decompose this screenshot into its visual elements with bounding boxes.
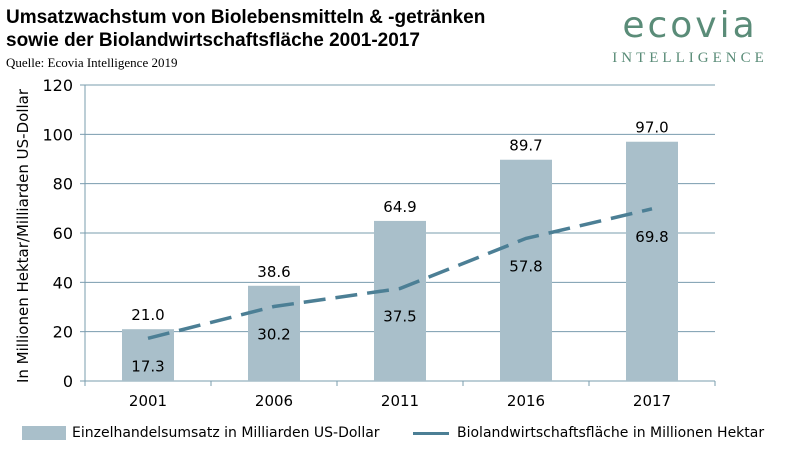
y-tick-label: 0 — [63, 372, 73, 391]
legend-label-bars: Einzelhandelsumsatz in Milliarden US-Dol… — [72, 425, 380, 441]
bar-data-label: 64.9 — [383, 198, 416, 216]
ecovia-logo: ecovia INTELLIGENCE — [590, 6, 790, 72]
legend-swatch-bars — [22, 426, 66, 440]
logo-wordmark: ecovia — [622, 5, 758, 46]
line-data-label: 17.3 — [131, 357, 164, 375]
source-note: Quelle: Ecovia Intelligence 2019 — [6, 55, 178, 70]
bar-2017 — [626, 141, 678, 381]
y-tick-label: 40 — [53, 273, 73, 292]
x-tick-label: 2001 — [129, 392, 167, 410]
legend-item-line: Biolandwirtschaftsfläche in Millionen He… — [413, 425, 764, 441]
line-data-label: 37.5 — [383, 308, 416, 326]
legend: Einzelhandelsumsatz in Milliarden US-Dol… — [0, 425, 800, 451]
x-tick-label: 2016 — [507, 392, 545, 410]
legend-swatch-line — [413, 431, 449, 435]
y-tick-label: 60 — [53, 224, 73, 243]
x-tick-label: 2017 — [633, 392, 671, 410]
line-data-label: 69.8 — [635, 228, 668, 246]
bar-data-label: 38.6 — [257, 263, 290, 281]
x-tick-label: 2011 — [381, 392, 419, 410]
line-series-biolandwirtschaftsflaeche — [147, 207, 653, 341]
line-data-label: 57.8 — [509, 257, 542, 275]
y-tick-label: 20 — [53, 323, 73, 342]
bar-2006 — [248, 285, 300, 381]
bar-2011 — [374, 220, 426, 381]
x-tick-label: 2006 — [255, 392, 293, 410]
title-line-2: sowie der Biolandwirtschaftsfläche 2001-… — [6, 30, 420, 51]
bar-data-label: 89.7 — [509, 137, 542, 155]
legend-label-line: Biolandwirtschaftsfläche in Millionen He… — [457, 425, 765, 441]
y-tick-label: 80 — [53, 175, 73, 194]
legend-item-bars: Einzelhandelsumsatz in Milliarden US-Dol… — [22, 425, 380, 441]
bar-2016 — [500, 159, 552, 381]
line-data-label: 30.2 — [257, 326, 290, 344]
title-line-1: Umsatzwachstum von Biolebensmitteln & -g… — [6, 7, 486, 28]
logo-tagline: INTELLIGENCE — [612, 50, 768, 66]
bar-data-label: 97.0 — [635, 119, 668, 137]
y-tick-label: 120 — [42, 76, 73, 95]
y-tick-label: 100 — [42, 125, 73, 144]
bar-data-label: 21.0 — [131, 306, 164, 324]
chart-title: Umsatzwachstum von Biolebensmitteln & -g… — [6, 6, 485, 52]
